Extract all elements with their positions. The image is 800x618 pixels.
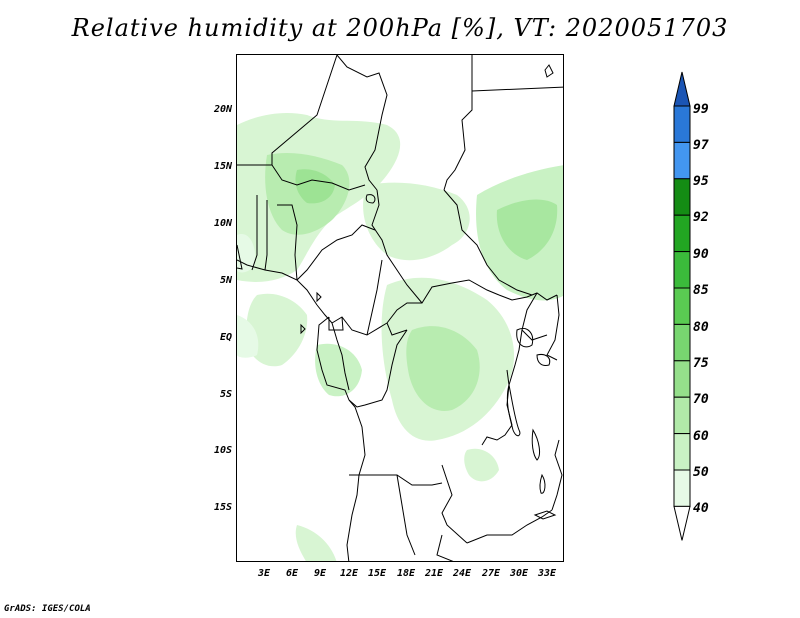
colorbar-segment [673,287,691,325]
colorbar-label: 50 [693,465,709,480]
colorbar-segment [673,469,691,507]
lon-label: 30E [509,568,529,579]
lon-label: 33E [537,568,557,579]
colorbar-segment [673,323,691,362]
lat-label: 5S [219,389,232,400]
colorbar-segment [673,105,691,143]
lon-label: 3E [257,568,271,579]
lon-label: 15E [367,568,387,579]
humidity-map [237,55,563,561]
lon-label: 9E [313,568,327,579]
lon-label: 21E [424,568,444,579]
lon-label: 12E [339,568,359,579]
lat-label: 15N [213,161,232,172]
colorbar-label: 90 [693,247,709,262]
lat-label: 15S [213,502,232,513]
colorbar-label: 80 [693,320,709,335]
colorbar-segment [673,396,691,435]
colorbar-label: 97 [693,138,709,153]
colorbar-label: 60 [693,429,709,444]
colorbar-label: 40 [693,501,709,516]
country-borders [237,55,563,561]
lon-label: 6E [285,568,299,579]
colorbar-segment [673,141,691,180]
lat-label: EQ [219,332,232,343]
lat-label: 10N [213,218,232,229]
colorbar [673,71,691,541]
colorbar-segment [673,433,691,471]
colorbar-segment [673,214,691,253]
colorbar-label: 99 [693,102,709,117]
humidity-shading [237,113,563,561]
islands [300,64,557,520]
lat-label: 5N [219,275,232,286]
colorbar-label: 92 [693,210,709,225]
colorbar-segment [673,360,691,398]
map-title: Relative humidity at 200hPa [%], VT: 202… [71,14,729,42]
colorbar-label: 95 [693,174,709,189]
colorbar-label: 85 [693,283,709,298]
map-frame [236,54,564,562]
colorbar-segments [673,71,691,541]
colorbar-bottom-triangle [673,505,691,541]
lon-label: 24E [452,568,472,579]
lat-label: 20N [213,104,232,115]
lakes [365,194,551,494]
colorbar-label: 70 [693,392,709,407]
lon-label: 18E [396,568,416,579]
colorbar-top-triangle [673,71,691,107]
colorbar-segment [673,178,691,216]
colorbar-label: 75 [693,356,709,371]
credit-text: GrADS: IGES/COLA [4,604,91,614]
lat-label: 10S [213,445,232,456]
lon-label: 27E [481,568,501,579]
colorbar-segment [673,251,691,289]
